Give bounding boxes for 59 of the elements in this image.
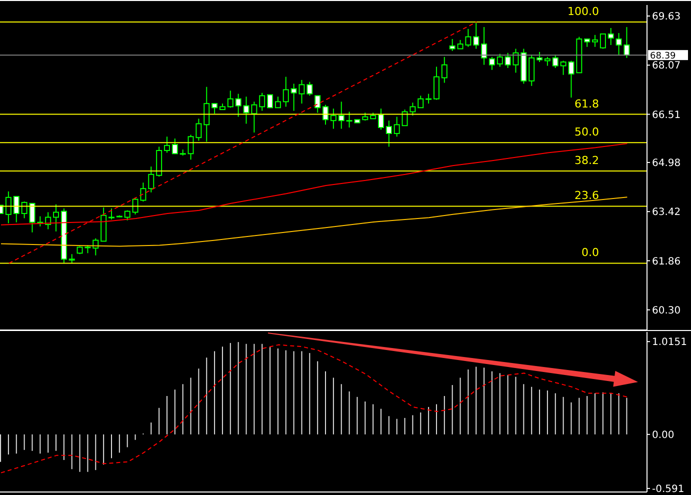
candlestick [212, 103, 218, 114]
candlestick [441, 56, 448, 84]
y-tick-label: 69.63 [652, 12, 681, 23]
candlestick [306, 81, 313, 96]
y-tick-label: 63.42 [652, 207, 681, 218]
candlestick [172, 138, 178, 154]
candlestick [92, 238, 99, 256]
candlestick [433, 66, 440, 100]
candlestick [259, 92, 266, 112]
candlestick [274, 96, 281, 108]
candlestick [148, 166, 154, 193]
candlestick [608, 27, 614, 46]
candlestick [322, 104, 329, 126]
candlestick [164, 136, 170, 154]
annotation: 23.6 [574, 189, 599, 202]
y-tick-label: 66.51 [652, 110, 681, 121]
candlestick [552, 54, 558, 68]
candlestick [204, 86, 210, 142]
y-tick-label: 64.98 [652, 158, 681, 170]
candlestick [488, 56, 495, 70]
candlestick [53, 204, 60, 232]
candlestick [481, 26, 488, 66]
candlestick [338, 101, 344, 130]
candlestick [418, 95, 424, 108]
candlestick [394, 116, 400, 138]
y-tick-label: 68.07 [652, 60, 681, 72]
y-tick-label: 1.0151 [652, 337, 687, 348]
candlestick [426, 93, 432, 104]
annotation: 50.0 [574, 126, 599, 139]
candlestick [5, 190, 12, 224]
candlestick [536, 51, 543, 62]
annotation: 100.0 [568, 5, 599, 18]
candlestick [386, 120, 392, 148]
y-tick-label: 61.86 [652, 256, 681, 268]
candlestick [592, 34, 598, 48]
line-series [0, 344, 628, 474]
candlestick [282, 76, 289, 108]
ref-line-label: 68.39 [650, 52, 676, 62]
candlestick [267, 94, 274, 108]
candlestick [473, 22, 480, 50]
candlestick [227, 90, 234, 108]
candlestick [251, 101, 258, 134]
annotation: 38.2 [574, 154, 599, 167]
y-tick-label: -0.591 [652, 484, 684, 495]
candlestick [13, 196, 20, 223]
candlestick [378, 108, 384, 130]
candlestick [68, 254, 75, 264]
y-tick-label: 60.30 [652, 305, 681, 316]
annotation: 61.8 [574, 97, 599, 110]
annotation: 0.0 [582, 246, 599, 260]
candlestick [600, 33, 606, 50]
candlestick [330, 108, 336, 130]
y-tick-label: 0.00 [652, 430, 674, 441]
candlestick [124, 210, 130, 221]
candlestick [449, 38, 456, 52]
candlestick [108, 208, 114, 220]
candlestick [496, 53, 503, 68]
candlestick [314, 95, 321, 114]
candlestick [528, 54, 535, 86]
